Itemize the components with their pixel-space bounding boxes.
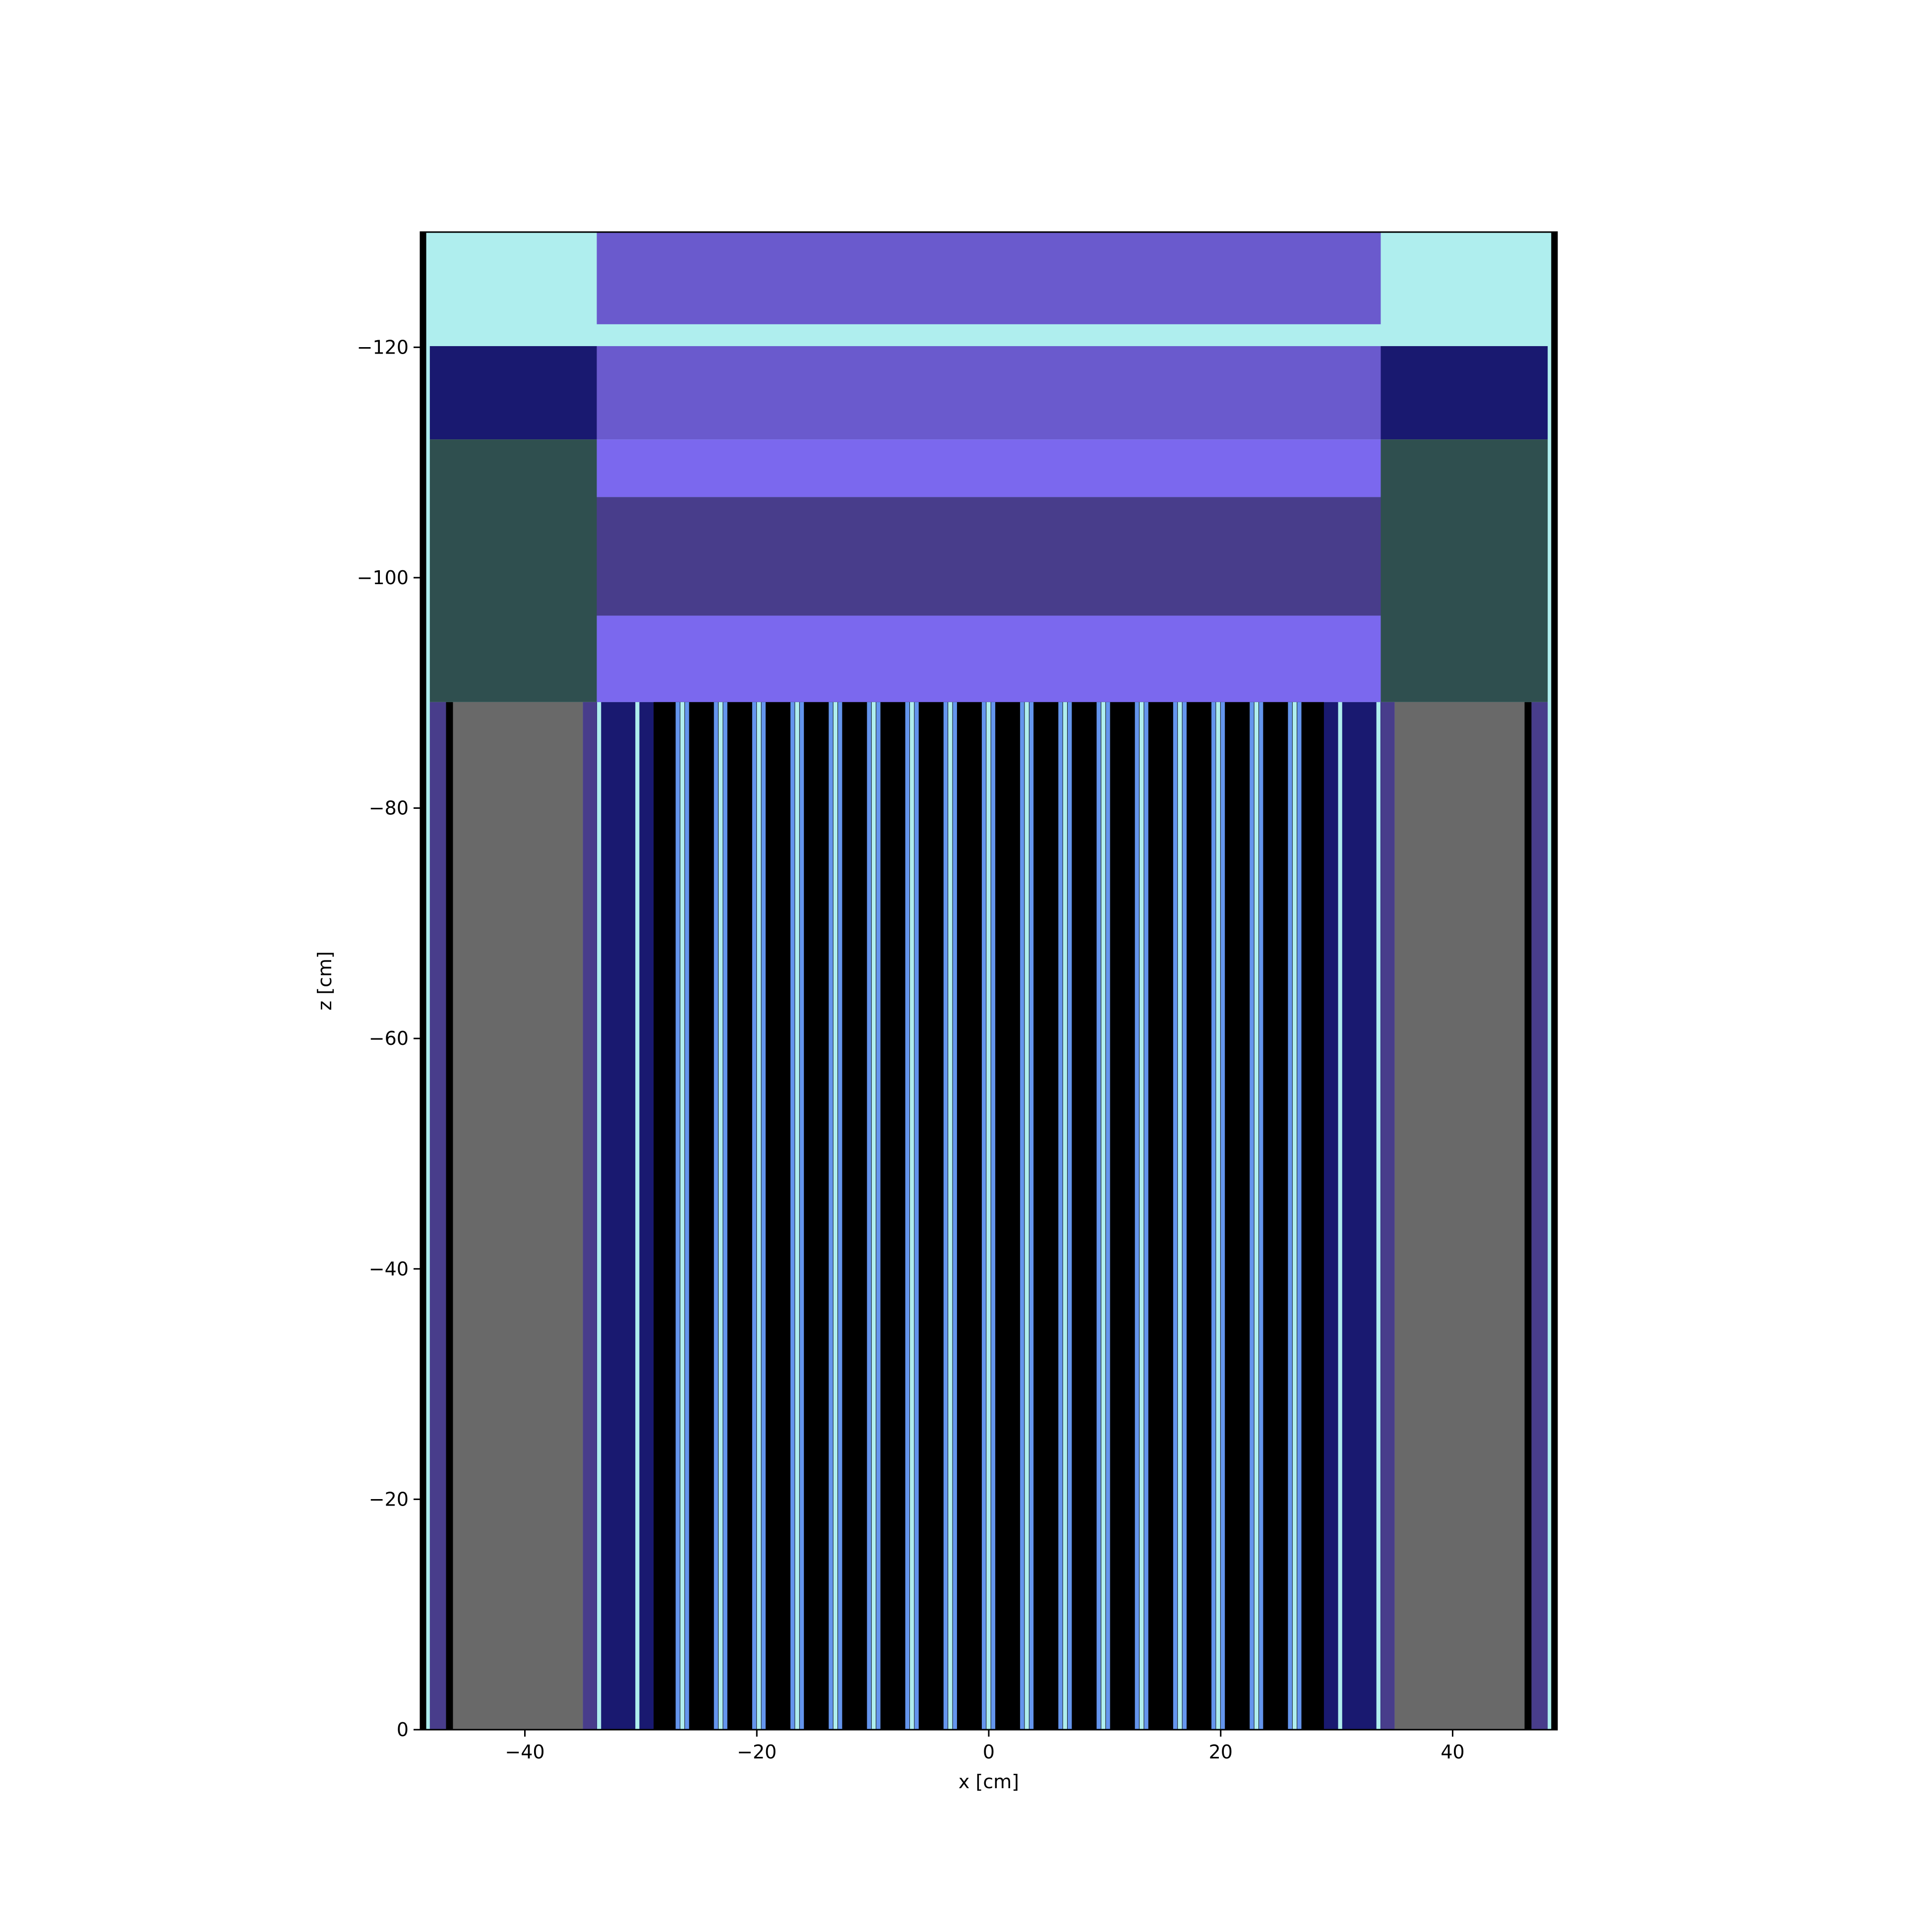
fuel-rod [991, 702, 996, 1730]
fuel-rod [719, 702, 723, 1730]
fuel-rod [1297, 702, 1302, 1730]
fuel-rod [1254, 702, 1259, 1730]
material-region [1380, 346, 1548, 440]
fuel-rod [799, 702, 804, 1730]
y-tick-label: −20 [369, 1488, 409, 1510]
y-tick-label: −40 [369, 1258, 409, 1280]
edge-rod [635, 702, 640, 1730]
fuel-rod [1063, 702, 1068, 1730]
fuel-rod [838, 702, 842, 1730]
fuel-rod [1144, 702, 1148, 1730]
x-tick-label: 0 [983, 1741, 995, 1763]
fuel-rod [905, 702, 910, 1730]
fuel-rod [1139, 702, 1144, 1730]
material-region [453, 702, 583, 1730]
material-region [597, 232, 1381, 324]
boundary-strip [426, 232, 430, 1730]
material-region [1531, 702, 1548, 1730]
y-axis-label: z [cm] [314, 951, 336, 1011]
fuel-rod [948, 702, 953, 1730]
fuel-rod [1292, 702, 1297, 1730]
material-region [1380, 702, 1395, 1730]
x-tick-label: 40 [1440, 1741, 1464, 1763]
fuel-rod [761, 702, 766, 1730]
x-tick-label: 20 [1209, 1741, 1233, 1763]
fuel-rod [714, 702, 719, 1730]
fuel-rod [1220, 702, 1225, 1730]
y-tick-label: −120 [357, 336, 409, 358]
fuel-rod [833, 702, 838, 1730]
fuel-rod [986, 702, 991, 1730]
material-region [1380, 439, 1548, 702]
fuel-rod [1135, 702, 1139, 1730]
fuel-rod [1024, 702, 1029, 1730]
fuel-rod [1173, 702, 1178, 1730]
fuel-rod [914, 702, 919, 1730]
material-region [583, 702, 597, 1730]
y-tick-label: −100 [357, 567, 409, 589]
material-region [1524, 702, 1532, 1730]
fuel-rod [680, 702, 685, 1730]
y-tick-label: −60 [369, 1027, 409, 1049]
fuel-rod [1182, 702, 1187, 1730]
material-region [429, 346, 597, 440]
fuel-rod [795, 702, 799, 1730]
edge-rod [597, 702, 601, 1730]
boundary-strip [1551, 232, 1557, 1730]
fuel-rod [871, 702, 876, 1730]
material-region [597, 497, 1381, 616]
material-region [446, 702, 453, 1730]
y-tick-label: 0 [397, 1719, 409, 1741]
x-axis-label: x [cm] [959, 1771, 1019, 1793]
x-axis-ticks: −40 −20 0 20 40 [505, 1730, 1465, 1763]
fuel-rod [876, 702, 881, 1730]
fuel-rod [943, 702, 948, 1730]
y-tick-label: −80 [369, 797, 409, 819]
boundary-strip [1548, 232, 1552, 1730]
fuel-lattice [597, 702, 1380, 1730]
fuel-rod [757, 702, 761, 1730]
material-region [429, 439, 597, 702]
fuel-rod [1288, 702, 1292, 1730]
fuel-rod [685, 702, 689, 1730]
fuel-rod [829, 702, 833, 1730]
fuel-rod [1101, 702, 1106, 1730]
fuel-rod [867, 702, 871, 1730]
fuel-rod [1178, 702, 1182, 1730]
fuel-rod [909, 702, 914, 1730]
fuel-rod [752, 702, 757, 1730]
fuel-rod [1096, 702, 1101, 1730]
y-axis-ticks: 0 −20 −40 −60 −80 −100 −120 [357, 336, 420, 1741]
material-region [429, 702, 446, 1730]
boundary-strip [420, 232, 426, 1730]
fuel-rod [1259, 702, 1263, 1730]
fuel-rod [1250, 702, 1254, 1730]
fuel-rod [953, 702, 957, 1730]
x-tick-label: −20 [737, 1741, 777, 1763]
fuel-rod [1029, 702, 1034, 1730]
edge-rod [1338, 702, 1342, 1730]
fuel-rod [1106, 702, 1110, 1730]
fuel-rod [1020, 702, 1024, 1730]
fuel-rod [1216, 702, 1220, 1730]
material-region [597, 346, 1381, 440]
fuel-rod [790, 702, 795, 1730]
fuel-rod [723, 702, 727, 1730]
fuel-rod [675, 702, 680, 1730]
fuel-rod [1068, 702, 1072, 1730]
material-region [597, 615, 1381, 702]
fuel-rod [1211, 702, 1216, 1730]
x-tick-label: −40 [505, 1741, 544, 1763]
material-region [597, 439, 1381, 497]
fuel-rod [981, 702, 986, 1730]
material-region [1394, 702, 1525, 1730]
edge-rod [1376, 702, 1380, 1730]
fuel-rod [1058, 702, 1063, 1730]
